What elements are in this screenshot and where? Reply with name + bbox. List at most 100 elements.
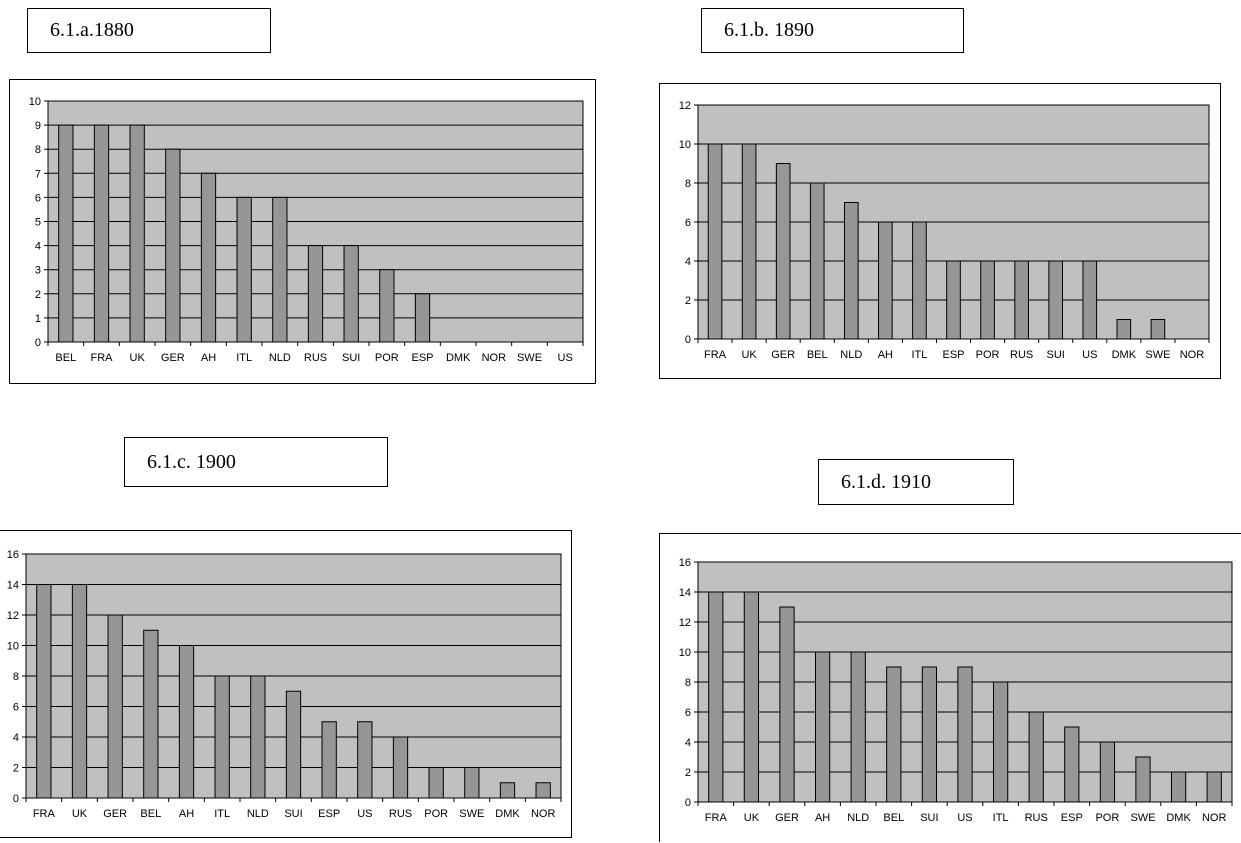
chart-b-svg: 0 2 4 6 8 10 12 FRA UK GER BEL NLD AH ITL ESP POR RUS SUI… (679, 100, 1210, 361)
y-tick-label: 8 (13, 671, 19, 683)
bar-uk (129, 124, 145, 343)
y-tick-label: 7 (35, 168, 41, 180)
y-tick-label: 1 (35, 313, 41, 325)
bar-fra (707, 143, 723, 340)
y-tick-label: 6 (685, 217, 691, 229)
bar-uk (71, 584, 88, 799)
bar-itl (236, 196, 252, 343)
x-tick-label: ITL (993, 812, 1009, 824)
y-tick-label: 8 (685, 677, 691, 689)
bar-nld (850, 651, 866, 803)
bar-nor (1206, 771, 1222, 803)
x-tick-label: NOR (1180, 349, 1205, 361)
x-tick-label: DMK (495, 808, 520, 820)
bar-swe (1135, 756, 1151, 803)
bar-sui (1048, 260, 1064, 340)
bar-fra (708, 591, 724, 803)
bar-por (1099, 741, 1116, 803)
x-tick-label: ITL (911, 349, 927, 361)
x-tick-label: AH (878, 349, 893, 361)
x-tick-label: ITL (214, 808, 230, 820)
x-tick-label: BEL (55, 352, 76, 364)
chart-d-svg: 0 2 4 6 8 10 12 14 16 FRA UK GER AH NLD BEL SUI US ITL RUS… (679, 557, 1233, 824)
chart-c-title: 6.1.c. 1900 (124, 437, 388, 487)
bar-sui (285, 690, 302, 799)
bar-esp (946, 260, 961, 340)
x-tick-label: ESP (942, 349, 964, 361)
chart-a-title: 6.1.a.1880 (27, 8, 271, 53)
x-tick-label: GER (775, 812, 799, 824)
x-tick-label: BEL (883, 812, 904, 824)
x-tick-label: DMK (446, 352, 471, 364)
y-tick-label: 8 (685, 178, 691, 190)
x-tick-label: FRA (705, 812, 728, 824)
bar-fra (93, 124, 110, 343)
y-tick-label: 12 (679, 100, 691, 112)
x-tick-label: SWE (459, 808, 484, 820)
bar-us (957, 666, 973, 803)
bar-itl (912, 221, 927, 340)
chart-c: 0 2 4 6 8 10 12 14 16 FRA UK GER BEL AH ITL NLD SUI ESP US… (0, 530, 572, 838)
x-tick-label: NOR (1202, 812, 1227, 824)
chart-d-title: 6.1.d. 1910 (818, 459, 1014, 505)
x-tick-label: AH (815, 812, 830, 824)
x-tick-label: NLD (840, 349, 862, 361)
bar-bel (886, 666, 902, 803)
y-tick-label: 4 (35, 241, 41, 253)
y-tick-label: 2 (13, 763, 19, 775)
x-tick-label: GER (103, 808, 127, 820)
x-tick-label: US (957, 812, 972, 824)
y-tick-label: 9 (35, 120, 41, 132)
x-tick-label: RUS (304, 352, 327, 364)
x-tick-label: BEL (807, 349, 828, 361)
x-tick-label: POR (1095, 812, 1119, 824)
chart-d: 0 2 4 6 8 10 12 14 16 FRA UK GER AH NLD BEL SUI US ITL RUS… (659, 533, 1241, 842)
bar-esp (1064, 726, 1080, 803)
y-tick-label: 12 (679, 617, 691, 629)
y-tick-label: 8 (35, 144, 41, 156)
bar-rus (1028, 711, 1044, 803)
bar-ger (107, 614, 123, 799)
x-tick-label: ESP (1061, 812, 1083, 824)
y-tick-label: 14 (679, 587, 691, 599)
x-tick-label: US (357, 808, 372, 820)
y-tick-label: 3 (35, 265, 41, 277)
bar-nor (535, 782, 551, 799)
bar-bel (809, 182, 825, 340)
x-tick-label: UK (741, 349, 757, 361)
y-tick-label: 0 (685, 797, 691, 809)
x-tick-label: UK (130, 352, 146, 364)
bar-sui (921, 666, 938, 803)
x-tick-label: RUS (389, 808, 412, 820)
bar-ah (814, 651, 831, 803)
y-tick-label: 10 (679, 647, 691, 659)
y-tick-label: 5 (35, 217, 41, 229)
x-tick-label: UK (744, 812, 760, 824)
bar-dmk (1170, 771, 1187, 803)
chart-b: 0 2 4 6 8 10 12 FRA UK GER BEL NLD AH ITL ESP POR RUS SUI… (659, 83, 1221, 379)
bar-ger (775, 163, 791, 340)
bar-rus (392, 736, 409, 799)
x-tick-label: ESP (318, 808, 340, 820)
y-tick-label: 2 (685, 767, 691, 779)
x-tick-label: NLD (269, 352, 291, 364)
bar-esp (321, 721, 337, 799)
bar-por (379, 269, 395, 343)
y-tick-label: 14 (7, 580, 19, 592)
y-tick-label: 6 (13, 702, 19, 714)
x-tick-label: FRA (704, 349, 727, 361)
x-tick-label: BEL (140, 808, 161, 820)
bar-us (357, 721, 373, 799)
y-tick-label: 2 (685, 295, 691, 307)
x-tick-label: SUI (1047, 349, 1065, 361)
bar-nld (843, 202, 859, 340)
x-tick-label: POR (424, 808, 448, 820)
bar-ger (779, 606, 795, 803)
x-tick-label: GER (771, 349, 795, 361)
y-tick-label: 4 (13, 732, 19, 744)
bar-uk (743, 591, 760, 803)
x-tick-label: NLD (847, 812, 869, 824)
bar-itl (214, 675, 230, 799)
bar-itl (992, 681, 1009, 803)
y-tick-label: 10 (679, 139, 691, 151)
